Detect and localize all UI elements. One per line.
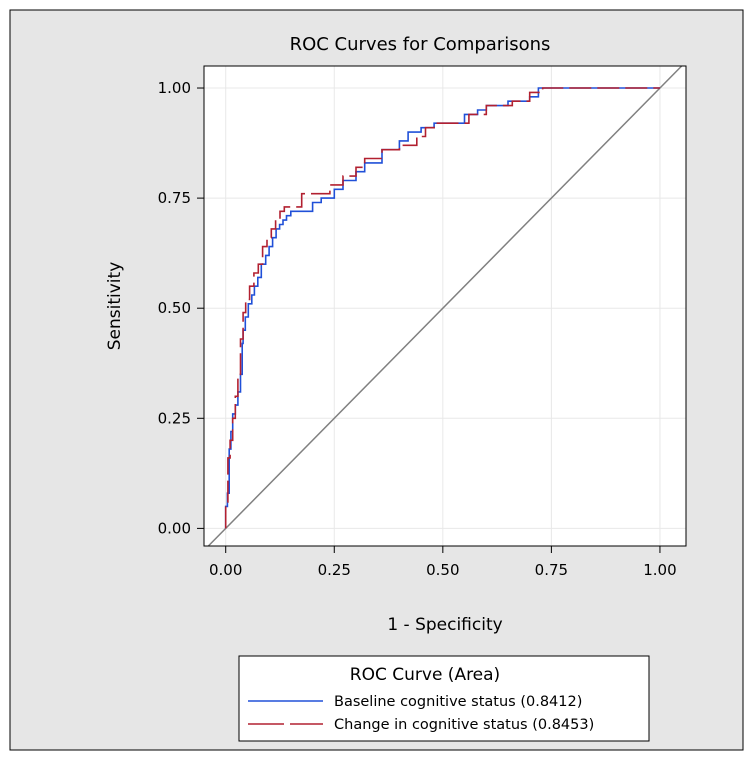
series-line-change (224, 87, 660, 529)
y-axis: 0.00 0.25 0.50 0.75 1.00 (158, 79, 204, 537)
roc-series (224, 87, 660, 529)
x-tick-label: 0.25 (318, 561, 351, 579)
y-tick-label: 0.00 (158, 519, 191, 537)
plot-frame (203, 65, 687, 547)
x-tick-label: 0.75 (535, 561, 568, 579)
chart-title: ROC Curves for Comparisons (290, 34, 551, 55)
reference-line (207, 65, 683, 547)
x-tick-label: 1.00 (643, 561, 676, 579)
reference-diagonal (207, 65, 683, 547)
x-tick-label: 0.00 (209, 561, 242, 579)
y-tick-label: 0.25 (158, 409, 191, 427)
x-axis-title: 1 - Specificity (387, 615, 502, 635)
x-axis: 0.00 0.25 0.50 0.75 1.00 (209, 546, 677, 579)
legend-label-baseline: Baseline cognitive status (0.8412) (334, 694, 582, 710)
legend-title: ROC Curve (Area) (350, 665, 500, 685)
y-axis-title: Sensitivity (105, 262, 125, 351)
y-tick-label: 0.50 (158, 299, 191, 317)
y-tick-label: 1.00 (158, 79, 191, 97)
legend: ROC Curve (Area) Baseline cognitive stat… (238, 655, 650, 742)
x-tick-label: 0.50 (426, 561, 459, 579)
y-tick-label: 0.75 (158, 189, 191, 207)
legend-box (238, 655, 650, 742)
legend-label-change: Change in cognitive status (0.8453) (334, 717, 594, 733)
grid-lines (204, 66, 686, 546)
